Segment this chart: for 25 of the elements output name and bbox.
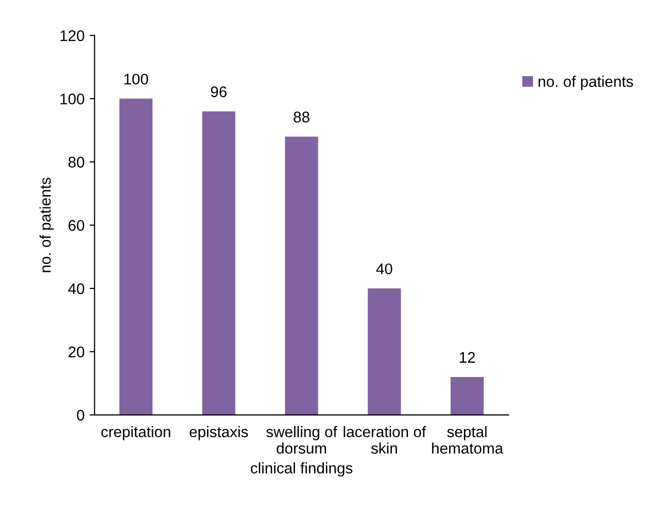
y-axis-title: no. of patients <box>40 178 54 272</box>
data-label: 12 <box>460 352 475 363</box>
y-tick-label: 60 <box>68 220 84 231</box>
data-label: 100 <box>124 74 148 85</box>
x-tick-label: swelling of dorsum <box>266 426 338 454</box>
bar <box>202 111 236 415</box>
x-tick-label: epistaxis <box>190 426 248 440</box>
data-label: 96 <box>210 86 227 98</box>
bar <box>450 376 484 415</box>
y-tick-label: 20 <box>68 346 84 358</box>
y-tick-label: 40 <box>68 283 84 294</box>
data-label: 88 <box>294 112 310 122</box>
y-tick-label: 80 <box>68 156 84 168</box>
x-axis-title: clinical findings <box>250 462 352 477</box>
data-label: 40 <box>376 263 392 274</box>
x-tick-label: crepitation <box>101 426 170 440</box>
bar <box>284 136 318 415</box>
bar <box>368 288 401 415</box>
y-tick-label: 100 <box>60 94 84 104</box>
x-tick-label: septal hematoma <box>432 426 504 454</box>
bar <box>119 98 153 415</box>
legend-label: no. of patients <box>538 76 634 90</box>
y-tick-label: 0 <box>76 410 84 421</box>
x-tick-label: laceration of skin <box>344 426 426 454</box>
y-tick-label: 120 <box>60 30 84 42</box>
